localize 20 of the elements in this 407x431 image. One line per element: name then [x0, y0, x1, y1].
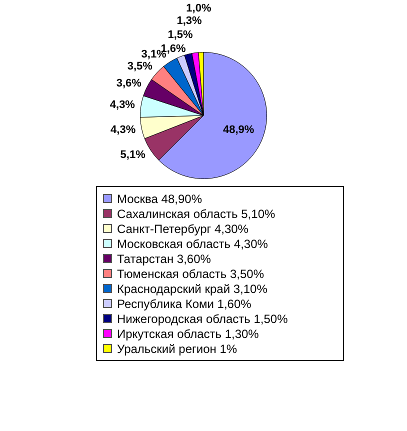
legend-label: Республика Коми 1,60% — [116, 296, 252, 311]
legend-label: Санкт-Петербург 4,30% — [116, 221, 250, 236]
legend-label: Татарстан 3,60% — [116, 251, 212, 266]
legend-label: Краснодарский край 3,10% — [116, 281, 268, 296]
legend-label: Московская область 4,30% — [116, 236, 269, 251]
data-label: 4,3% — [110, 99, 136, 112]
data-label: 3,5% — [127, 60, 153, 72]
data-label: 48,9% — [222, 124, 254, 136]
legend-label: Уральский регион 1% — [116, 341, 238, 356]
legend-label: Тюменская область 3,50% — [116, 266, 266, 281]
legend-label: Москва 48,90% — [116, 191, 204, 206]
legend-label: Сахалинская область 5,10% — [116, 206, 276, 221]
legend-label: Иркутская область 1,30% — [116, 326, 260, 341]
data-label: 4,3% — [110, 124, 136, 136]
data-label: 1,3% — [176, 15, 202, 28]
legend-label: Нижегородская область 1,50% — [116, 311, 289, 326]
data-label: 1,5% — [168, 28, 194, 41]
data-label: 3,6% — [116, 77, 142, 90]
data-label: 5,1% — [120, 149, 146, 162]
data-label: 1,0% — [186, 2, 212, 14]
